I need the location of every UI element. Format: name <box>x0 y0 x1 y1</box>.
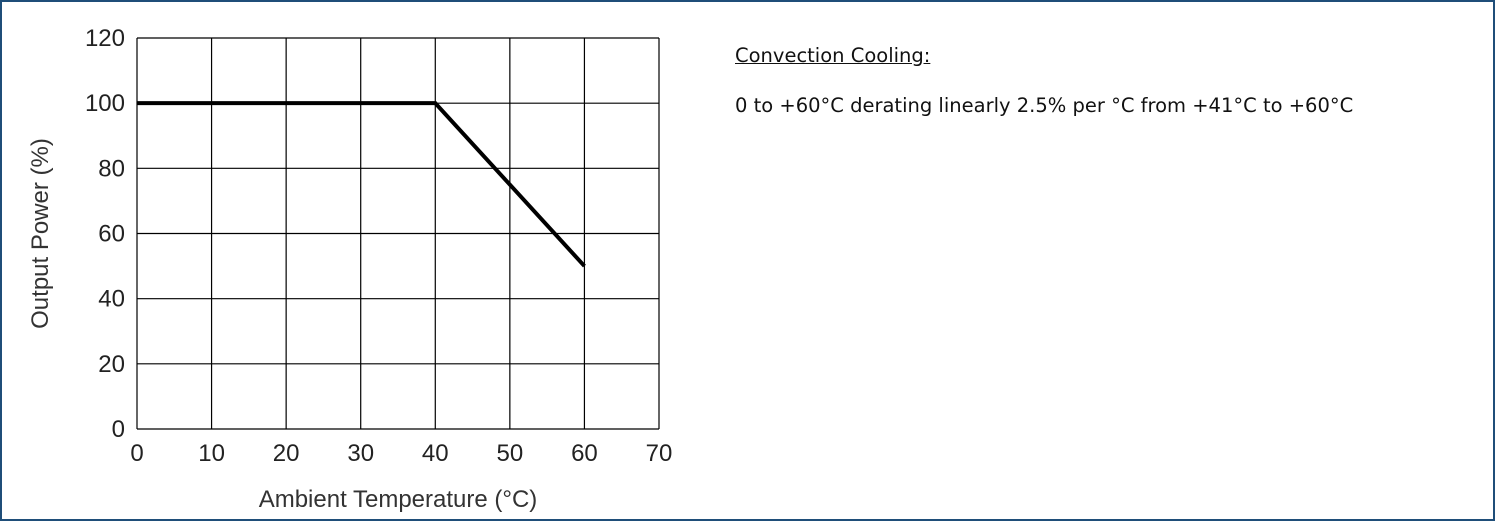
x-tick-label: 10 <box>198 440 225 467</box>
grid <box>136 37 660 430</box>
y-tick-label: 40 <box>98 286 125 313</box>
y-tick-label: 20 <box>98 351 125 378</box>
convection-cooling-heading: Convection Cooling: <box>735 44 931 67</box>
x-tick-label: 60 <box>571 440 598 467</box>
derating-description: 0 to +60°C derating linearly 2.5% per °C… <box>735 94 1354 117</box>
tick-labels: 0 10 20 30 40 50 60 70 0 20 40 60 80 100 120 <box>85 25 672 467</box>
series-layer <box>137 101 586 268</box>
x-tick-label: 50 <box>497 440 524 467</box>
x-axis-title: Ambient Temperature (°C) <box>259 486 538 513</box>
derating-curve <box>137 101 586 268</box>
y-axis-title: Output Power (%) <box>27 138 54 329</box>
y-tick-label: 80 <box>98 155 125 182</box>
y-tick-label: 100 <box>85 90 125 117</box>
y-tick-label: 120 <box>85 25 125 52</box>
x-tick-label: 70 <box>646 440 673 467</box>
y-tick-label: 0 <box>112 416 125 443</box>
x-tick-label: 20 <box>273 440 300 467</box>
y-tick-label: 60 <box>98 221 125 248</box>
x-tick-label: 0 <box>130 440 143 467</box>
x-tick-label: 40 <box>422 440 449 467</box>
x-tick-label: 30 <box>347 440 374 467</box>
